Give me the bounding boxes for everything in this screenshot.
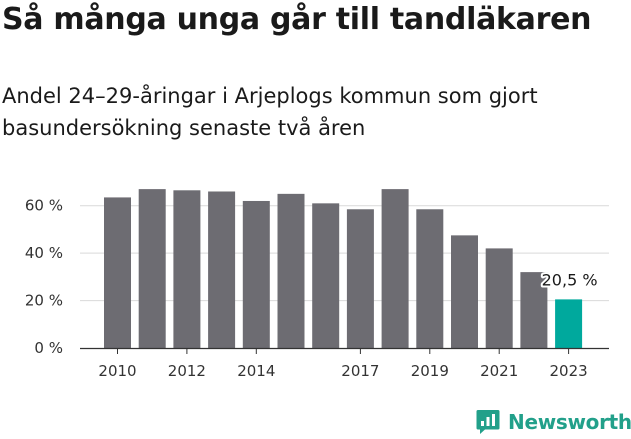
x-tick-label: 2019 xyxy=(411,362,449,380)
bar-2020 xyxy=(451,235,478,348)
x-tick-label: 2010 xyxy=(98,362,136,380)
x-tick-label: 2012 xyxy=(168,362,206,380)
chart-subtitle: Andel 24–29-åringar i Arjeplogs kommun s… xyxy=(2,84,538,140)
y-tick-label: 0 % xyxy=(34,339,63,357)
bar-2018 xyxy=(381,189,409,348)
brand-name: Newsworthy xyxy=(508,410,631,434)
y-tick-label: 60 % xyxy=(25,197,63,215)
bar-2019 xyxy=(416,209,444,348)
bar-2010 xyxy=(104,197,131,348)
y-tick-label: 20 % xyxy=(25,292,63,310)
x-tick-label: 2023 xyxy=(550,362,588,380)
bar-2014 xyxy=(242,200,270,348)
bar-2016 xyxy=(312,203,340,348)
x-tick-label: 2021 xyxy=(480,362,518,380)
y-tick-label: 40 % xyxy=(25,244,63,262)
bar-2022 xyxy=(520,272,548,348)
x-tick-label: 2017 xyxy=(341,362,379,380)
chart-title: Så många unga går till tandläkaren xyxy=(2,2,592,37)
newsworthy-logo-icon xyxy=(476,410,500,434)
bar-2023 xyxy=(555,299,583,348)
bar-2011 xyxy=(138,189,166,348)
bar-2017 xyxy=(346,209,374,348)
bar-2013 xyxy=(208,191,236,348)
bar-2021 xyxy=(485,248,513,348)
bar-2012 xyxy=(173,190,201,348)
data-label: 20,5 % xyxy=(542,270,598,289)
bar-2015 xyxy=(277,193,305,348)
brand-footer: Newsworthy xyxy=(476,406,631,438)
x-tick-label: 2014 xyxy=(237,362,275,380)
bar-chart: 0 % 20 % 40 % 60 % 2010 2012 2014 2017 2019 2021 2… xyxy=(25,189,609,380)
